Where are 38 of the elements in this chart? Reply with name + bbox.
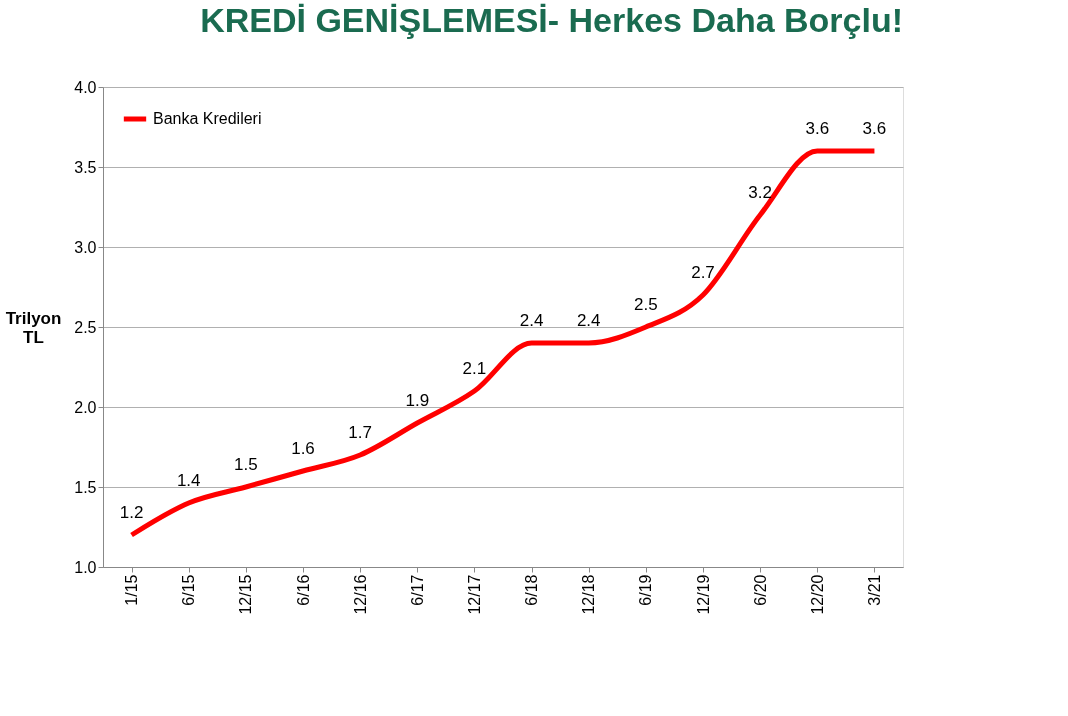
data-label: 2.4 [576,311,601,330]
y-tick-label: 1.0 [74,558,97,576]
y-tick-label: 1.5 [74,478,97,496]
y-tick-label: 2.5 [74,318,97,336]
x-tick-label: 12/15 [237,574,255,615]
y-tick-label: 3.5 [74,158,97,176]
x-tick-label: 12/19 [694,574,712,615]
data-label: 1.5 [234,455,258,474]
data-label: 3.6 [805,119,830,138]
data-label: 1.2 [119,503,144,522]
x-tick-label: 1/15 [123,574,141,606]
data-label: 2.1 [462,359,487,378]
chart-title: KREDİ GENİŞLEMESİ- Herkes Daha Borçlu! [200,1,903,39]
data-label: 2.5 [634,295,658,314]
x-tick-label: 6/18 [523,574,541,606]
y-axis-title: Trilyon TL [5,308,62,347]
y-tick-label: 3.0 [74,238,97,256]
x-tick-label: 3/21 [865,574,883,606]
x-tick-label: 6/19 [637,574,655,606]
data-label: 2.7 [691,263,715,282]
x-tick-label: 6/16 [294,574,312,606]
x-tick-label: 12/16 [351,574,369,615]
x-tick-label: 6/15 [180,574,198,606]
x-tick-label: 12/17 [465,574,483,615]
data-label: 3.6 [862,119,887,138]
x-tick-label: 12/20 [808,574,826,615]
data-label: 1.4 [176,471,201,490]
x-tick-label: 6/20 [751,574,769,606]
x-tick-label: 6/17 [408,574,426,606]
y-tick-label: 2.0 [74,398,97,416]
legend-label: Banka Kredileri [153,110,262,127]
data-label: 2.4 [519,311,544,330]
x-tick-label: 12/18 [580,574,598,615]
y-tick-label: 4.0 [74,78,97,96]
data-label: 1.9 [405,391,430,410]
data-label: 1.6 [291,439,315,458]
data-label: 3.2 [748,183,772,202]
data-label: 1.7 [348,423,372,442]
